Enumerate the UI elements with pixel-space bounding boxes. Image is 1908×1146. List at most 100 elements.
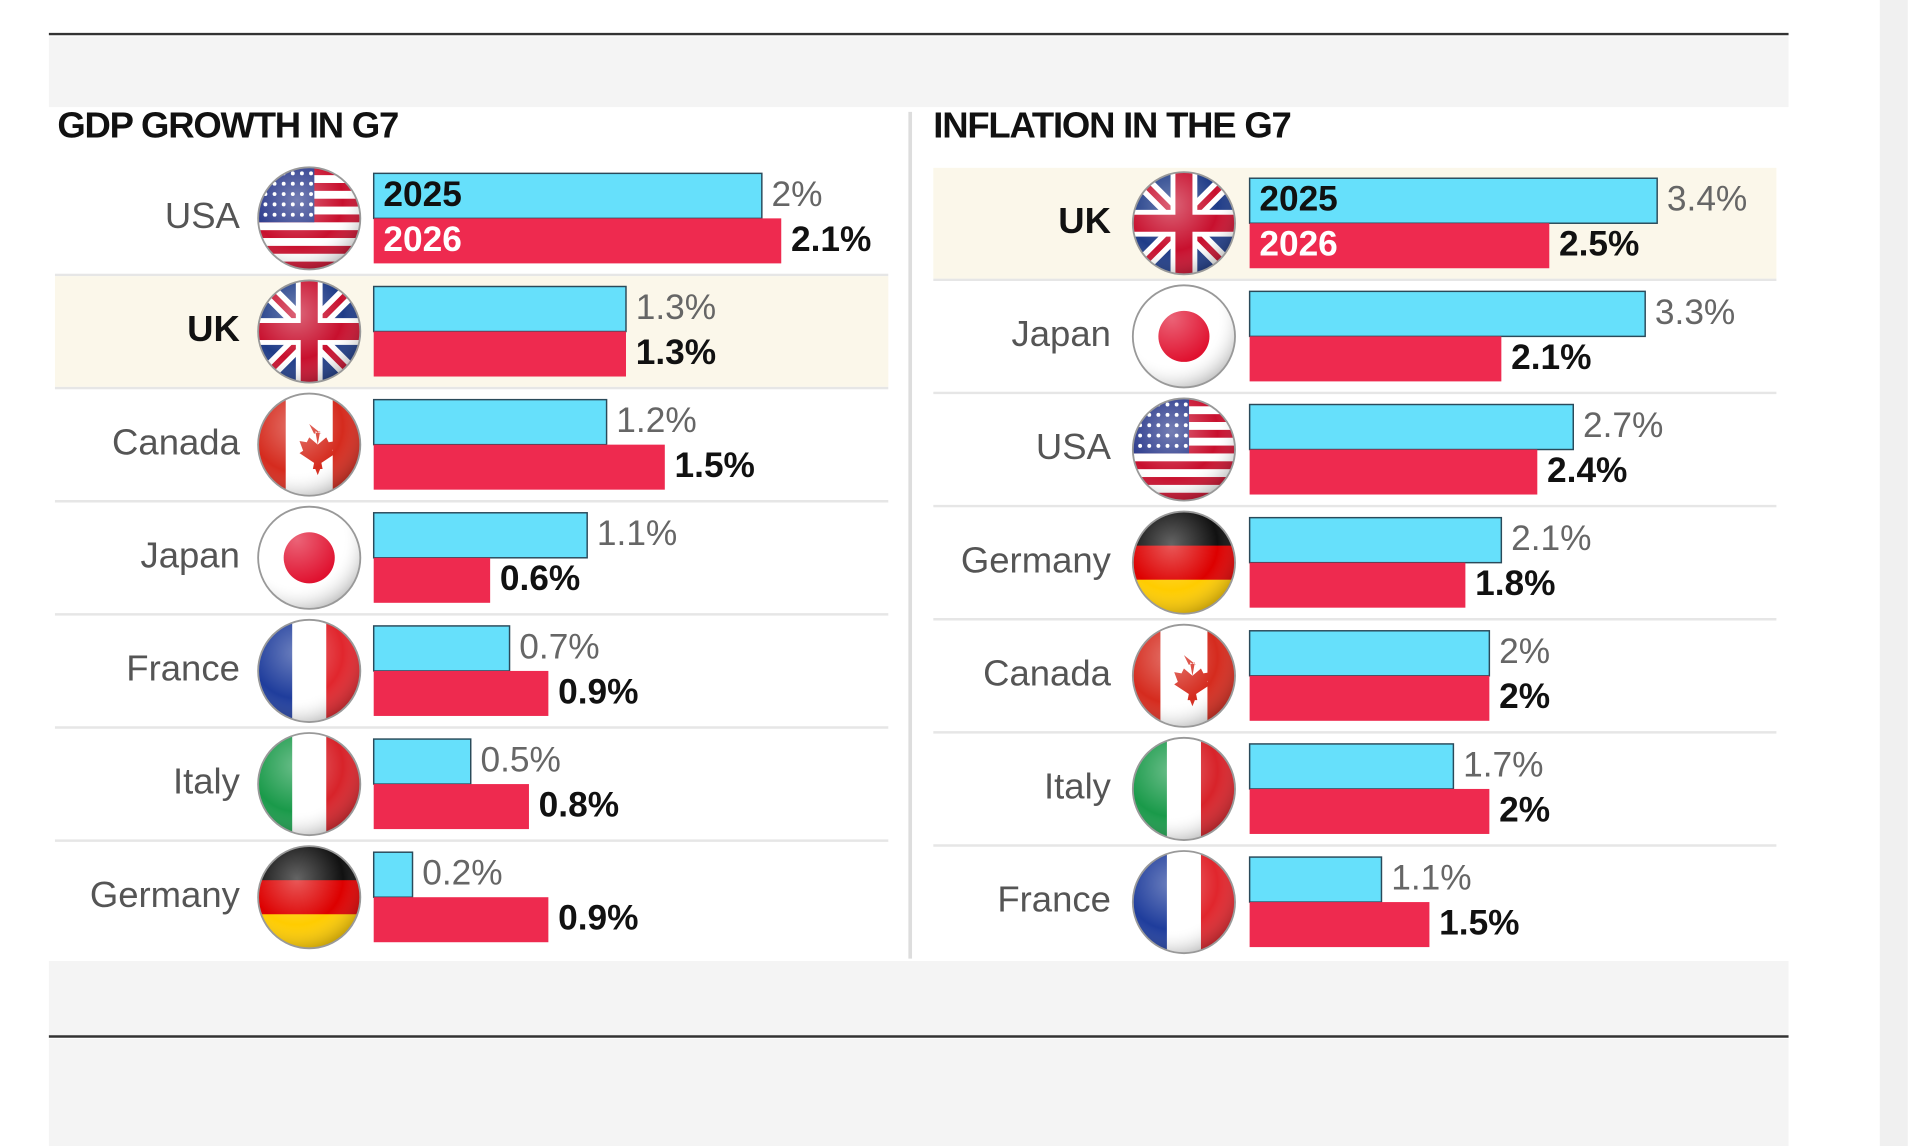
value-label: 0.9% [558, 899, 638, 938]
flag-shine [258, 506, 361, 609]
flag-rim [257, 166, 362, 271]
bar [1248, 403, 1574, 451]
bar [373, 784, 529, 830]
category-label: UK [187, 308, 240, 349]
bar [1249, 562, 1466, 608]
scrollbar [1879, 0, 1908, 1146]
flag-shine [1132, 850, 1236, 954]
flag-shine [1132, 172, 1236, 275]
value-label: 2.1% [791, 220, 871, 259]
flag [1132, 398, 1236, 501]
category-label: Japan [140, 534, 239, 575]
bar [1249, 675, 1490, 721]
bar [1249, 902, 1430, 948]
value-label: 0.8% [539, 786, 619, 825]
category-label: Germany [961, 539, 1112, 580]
flag-rim [257, 845, 362, 950]
legend-label: 2026 [1259, 225, 1337, 264]
value-label: 0.7% [519, 627, 599, 666]
flag [1132, 850, 1236, 954]
flag-shine [1132, 398, 1236, 501]
flag-shine [258, 619, 361, 723]
value-label: 2% [1499, 632, 1550, 671]
category-label: USA [165, 195, 241, 236]
value-label: 1.5% [1439, 904, 1519, 943]
value-label: 2.5% [1559, 225, 1639, 264]
value-label: 2% [1499, 677, 1550, 716]
category-label: Italy [1044, 766, 1112, 807]
category-label: USA [1036, 426, 1112, 467]
bar [373, 331, 626, 377]
flag-shine [258, 732, 361, 836]
value-label: 2.1% [1511, 519, 1591, 558]
value-label: 2% [1499, 790, 1550, 829]
bar [372, 625, 511, 672]
bar [1248, 516, 1503, 564]
value-label: 1.5% [675, 446, 755, 485]
bar [1248, 630, 1491, 677]
value-label: 1.1% [1391, 858, 1471, 897]
category-label: France [997, 879, 1111, 920]
flag [258, 846, 361, 949]
flag-rim [1131, 284, 1236, 389]
flag-rim [257, 505, 362, 610]
bar [373, 557, 491, 603]
flag-rim [1131, 510, 1236, 615]
flag-rim [1131, 850, 1236, 955]
value-label: 2% [772, 175, 823, 214]
category-label: Germany [90, 874, 241, 915]
flag [258, 167, 361, 270]
value-label: 0.5% [480, 740, 560, 779]
flag-shine [1132, 624, 1236, 727]
category-label: Italy [173, 761, 241, 802]
value-label: 3.4% [1667, 180, 1747, 219]
bar [1248, 856, 1383, 903]
flag-shine [258, 280, 361, 383]
flag [258, 506, 361, 609]
value-label: 1.3% [636, 288, 716, 327]
value-label: 1.3% [636, 333, 716, 372]
value-label: 2.4% [1547, 451, 1627, 490]
chart-title: INFLATION IN THE G7 [933, 104, 1290, 145]
value-label: 2.1% [1511, 338, 1591, 377]
category-label: UK [1058, 200, 1111, 241]
flag [1132, 737, 1236, 841]
flag-rim [257, 279, 362, 384]
value-label: 0.6% [500, 559, 580, 598]
panel-footer [48, 1038, 1789, 1146]
flag-shine [1132, 285, 1236, 388]
value-label: 0.9% [558, 672, 638, 711]
bar [372, 285, 627, 333]
panel-top [48, 36, 1789, 108]
legend-label: 2025 [1259, 180, 1337, 219]
flag-shine [1132, 737, 1236, 841]
category-label: France [126, 648, 240, 689]
flag-shine [258, 846, 361, 949]
flag [1132, 172, 1236, 275]
bar [372, 512, 588, 559]
category-label: Japan [1012, 313, 1111, 354]
flag-shine [258, 393, 361, 496]
category-label: Canada [112, 421, 241, 462]
bar [372, 851, 414, 898]
bar [373, 218, 782, 264]
value-label: 1.2% [616, 401, 696, 440]
flag-shine [258, 167, 361, 270]
bar [1249, 336, 1502, 382]
value-label: 0.2% [422, 854, 502, 893]
bar [1249, 449, 1538, 495]
value-label: 1.7% [1463, 745, 1543, 784]
bar [372, 398, 608, 446]
flag-rim [1131, 623, 1236, 728]
bar [372, 738, 472, 785]
bar [373, 670, 549, 716]
flag-shine [1132, 511, 1236, 614]
panel-bottom [48, 961, 1789, 1037]
flag-rim [1131, 397, 1236, 502]
legend-label: 2026 [383, 220, 461, 259]
bar [373, 444, 665, 490]
bar [1248, 290, 1646, 338]
flag [1132, 285, 1236, 388]
